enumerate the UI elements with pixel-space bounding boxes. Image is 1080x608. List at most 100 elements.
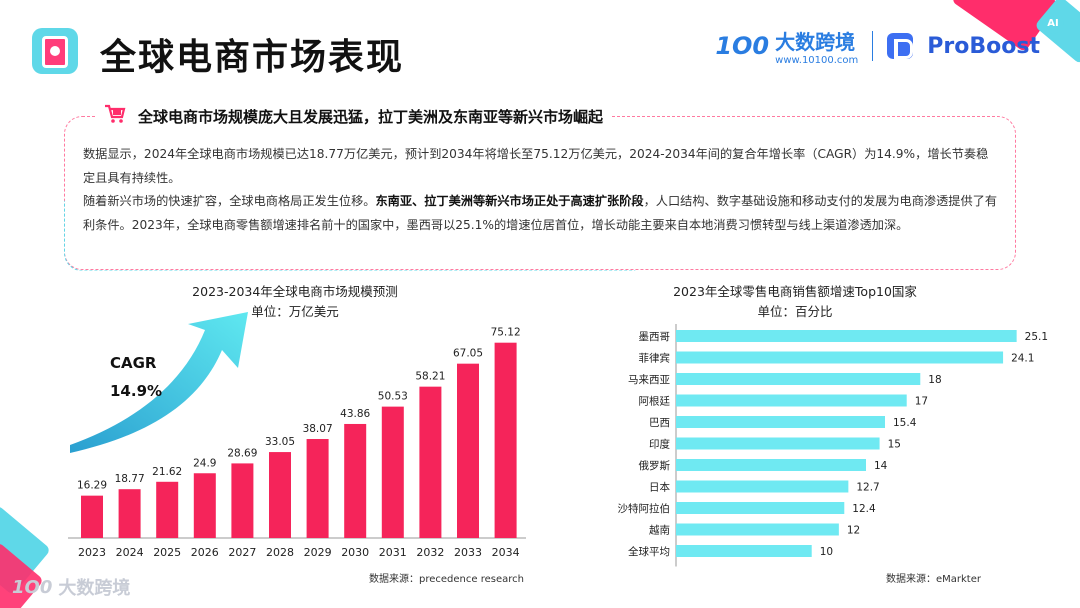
footer-logo: 1O0 大数跨境 bbox=[12, 574, 130, 600]
cagr-annotation: CAGR 14.9% bbox=[110, 354, 162, 400]
x-tick-2029: 2029 bbox=[304, 546, 332, 559]
bar-2025 bbox=[156, 481, 179, 538]
data-label-墨西哥: 25.1 bbox=[1025, 331, 1048, 343]
data-label-2025: 21.62 bbox=[152, 466, 182, 478]
data-label-越南: 12 bbox=[847, 525, 860, 537]
brand-url: www.10100.com bbox=[775, 55, 859, 66]
data-label-阿根廷: 17 bbox=[915, 396, 928, 408]
market-size-bar-chart: 16.29 2023 18.77 2024 21.62 2025 24.9 2026 28.69… bbox=[68, 312, 526, 559]
summary-heading-text: 全球电商市场规模庞大且发展迅猛，拉丁美洲及东南亚等新兴市场崛起 bbox=[138, 108, 604, 126]
data-label-2026: 24.9 bbox=[193, 457, 216, 469]
x-tick-2034: 2034 bbox=[492, 546, 520, 559]
footer-brand-mark: 1O0 bbox=[12, 576, 53, 598]
y-tick-墨西哥: 墨西哥 bbox=[639, 331, 671, 343]
data-label-2034: 75.12 bbox=[491, 327, 521, 339]
bar-越南 bbox=[676, 523, 839, 536]
data-label-2023: 16.29 bbox=[77, 480, 107, 492]
page-title: 全球电商市场表现 bbox=[100, 37, 405, 78]
ai-badge: AI bbox=[1042, 12, 1064, 34]
bar-2028 bbox=[269, 452, 291, 538]
proboost-logo-icon bbox=[887, 33, 914, 59]
right-chart-title: 2023年全球零售电商销售额增速Top10国家 bbox=[673, 284, 917, 299]
summary-paragraph-2: 随着新兴市场的快速扩容，全球电商格局正发生位移。东南亚、拉丁美洲等新兴市场正处于… bbox=[83, 194, 998, 232]
bar-2024 bbox=[118, 489, 141, 538]
x-tick-2033: 2033 bbox=[454, 546, 482, 559]
left-chart-titles: 2023-2034年全球电商市场规模预测 单位：万亿美元 bbox=[60, 282, 530, 322]
bar-2026 bbox=[193, 473, 216, 538]
x-tick-2023: 2023 bbox=[78, 546, 106, 559]
y-tick-菲律宾: 菲律宾 bbox=[639, 352, 671, 365]
bar-阿根廷 bbox=[676, 394, 907, 407]
summary-paragraph-1: 数据显示，2024年全球电商市场规模已达18.77万亿美元，预计到2034年将增… bbox=[83, 147, 989, 185]
bar-2023 bbox=[81, 495, 103, 538]
data-label-2024: 18.77 bbox=[115, 473, 145, 485]
data-label-2030: 43.86 bbox=[340, 408, 370, 420]
brand-logo-dashujujing: 1O0 大数跨境 www.10100.com bbox=[715, 26, 858, 66]
y-tick-马来西亚: 马来西亚 bbox=[628, 374, 670, 386]
bar-2033 bbox=[457, 363, 479, 538]
x-tick-2026: 2026 bbox=[191, 546, 219, 559]
brand-logos: 1O0 大数跨境 www.10100.com ProBoost AI bbox=[715, 12, 1064, 66]
bar-马来西亚 bbox=[676, 373, 921, 385]
left-chart-subtitle: 单位：万亿美元 bbox=[251, 304, 339, 319]
x-tick-2025: 2025 bbox=[153, 546, 181, 559]
data-label-印度: 15 bbox=[888, 439, 901, 451]
data-label-日本: 12.7 bbox=[856, 482, 879, 494]
x-tick-2027: 2027 bbox=[228, 546, 256, 559]
bar-2027 bbox=[231, 463, 254, 538]
bar-2030 bbox=[344, 423, 367, 538]
summary-box: 数据显示，2024年全球电商市场规模已达18.77万亿美元，预计到2034年将增… bbox=[64, 116, 1016, 270]
brand-name: 大数跨境 bbox=[775, 30, 856, 54]
left-chart-source: 数据来源：precedence research bbox=[369, 574, 524, 585]
partner-name: ProBoost bbox=[927, 33, 1040, 59]
x-tick-2024: 2024 bbox=[116, 546, 144, 559]
data-label-2029: 38.07 bbox=[303, 423, 333, 435]
y-tick-巴西: 巴西 bbox=[649, 417, 670, 429]
y-tick-阿根廷: 阿根廷 bbox=[639, 395, 671, 408]
bar-墨西哥 bbox=[676, 330, 1017, 342]
data-label-2033: 67.05 bbox=[453, 348, 483, 360]
y-tick-俄罗斯: 俄罗斯 bbox=[639, 459, 671, 472]
right-chart-titles: 2023年全球零售电商销售额增速Top10国家 单位：百分比 bbox=[560, 282, 1030, 322]
data-label-俄罗斯: 14 bbox=[874, 460, 888, 472]
data-label-沙特阿拉伯: 12.4 bbox=[852, 503, 876, 515]
cagr-label: CAGR bbox=[110, 354, 157, 372]
data-label-2027: 28.69 bbox=[227, 447, 257, 459]
summary-highlight: 东南亚、拉丁美洲等新兴市场正处于高速扩张阶段 bbox=[375, 194, 644, 208]
x-tick-2028: 2028 bbox=[266, 546, 294, 559]
data-label-巴西: 15.4 bbox=[893, 417, 917, 429]
data-label-菲律宾: 24.1 bbox=[1011, 353, 1034, 365]
bar-日本 bbox=[676, 480, 849, 493]
mobile-shop-icon bbox=[32, 28, 78, 74]
footer-brand-name: 大数跨境 bbox=[58, 578, 131, 599]
x-tick-2030: 2030 bbox=[341, 546, 369, 559]
y-tick-沙特阿拉伯: 沙特阿拉伯 bbox=[618, 502, 671, 515]
brand-divider bbox=[872, 31, 874, 61]
left-chart-title: 2023-2034年全球电商市场规模预测 bbox=[192, 284, 398, 299]
x-tick-2031: 2031 bbox=[379, 546, 407, 559]
summary-heading: 全球电商市场规模庞大且发展迅猛，拉丁美洲及东南亚等新兴市场崛起 bbox=[96, 104, 612, 129]
growth-rate-bar-chart: 墨西哥 25.1 菲律宾 24.1 马来西亚 18 阿根廷 17 巴西 15.4 印度 15 俄罗斯 14… bbox=[618, 324, 1048, 567]
brand-mark: 1O0 bbox=[715, 32, 770, 60]
bar-全球平均 bbox=[676, 545, 812, 557]
shopping-cart-icon bbox=[104, 104, 126, 129]
x-tick-2032: 2032 bbox=[416, 546, 444, 559]
right-chart-subtitle: 单位：百分比 bbox=[757, 304, 833, 319]
bar-2034 bbox=[494, 342, 517, 538]
bar-俄罗斯 bbox=[676, 459, 866, 471]
data-label-马来西亚: 18 bbox=[928, 374, 941, 386]
bar-沙特阿拉伯 bbox=[676, 502, 845, 514]
bar-2029 bbox=[306, 439, 329, 538]
y-tick-越南: 越南 bbox=[649, 524, 670, 537]
cagr-value: 14.9% bbox=[110, 382, 163, 400]
data-label-2031: 50.53 bbox=[378, 391, 408, 403]
right-chart-source: 数据来源：eMarkter bbox=[886, 574, 981, 585]
y-tick-日本: 日本 bbox=[649, 481, 670, 494]
bar-巴西 bbox=[676, 416, 885, 428]
bar-2032 bbox=[419, 386, 442, 538]
data-label-2028: 33.05 bbox=[265, 436, 295, 448]
data-label-2032: 58.21 bbox=[415, 371, 445, 383]
bar-菲律宾 bbox=[676, 351, 1004, 364]
bar-2031 bbox=[381, 406, 404, 538]
bar-印度 bbox=[676, 437, 880, 450]
